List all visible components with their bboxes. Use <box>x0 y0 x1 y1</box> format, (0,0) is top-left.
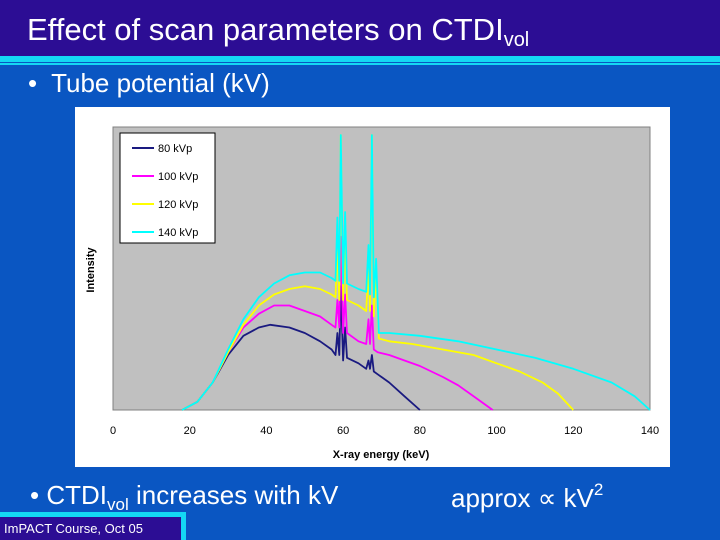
bullet-ctdi-increases: • CTDIvol increases with kV <box>30 480 338 515</box>
footer-accent-top <box>0 512 186 517</box>
slide-title: Effect of scan parameters on CTDIvol <box>27 12 529 52</box>
bullet-tube-potential-text: Tube potential (kV) <box>51 68 270 98</box>
legend-label-3: 140 kVp <box>158 227 198 239</box>
bullet-tube-potential: • Tube potential (kV) <box>28 68 270 99</box>
footer-accent-side <box>181 517 186 540</box>
bullet-ctdi-suffix: increases with kV <box>135 480 339 510</box>
series-line-3 <box>181 134 651 411</box>
title-rule-bottom <box>0 63 720 65</box>
legend-box <box>119 132 216 244</box>
bullet-ctdi-prefix: CTDI <box>46 480 108 510</box>
y-axis-title: Intensity <box>85 247 97 293</box>
series-line-2 <box>181 134 574 411</box>
x-tick-label-0: 0 <box>110 425 116 437</box>
x-tick-labels: 0 20 40 60 80 100 120 140 <box>110 425 659 437</box>
slide-title-subscript: vol <box>503 29 530 51</box>
legend-label-1: 100 kVp <box>158 171 198 183</box>
legend: 80 kVp 100 kVp 120 kVp 140 kVp <box>132 143 198 239</box>
series-group <box>181 134 651 411</box>
formula-exponent: 2 <box>593 480 604 499</box>
x-tick-label-3: 60 <box>337 425 349 437</box>
x-tick-label-2: 40 <box>260 425 272 437</box>
x-tick-label-4: 80 <box>414 425 426 437</box>
x-tick-label-6: 120 <box>564 425 582 437</box>
bullet-glyph: • <box>30 480 40 510</box>
spectrum-chart: 0 20 40 60 80 100 120 140 X-ray energy (keV) In… <box>85 126 659 461</box>
bullet-ctdi-subscript: vol <box>107 495 129 514</box>
bullet-glyph: • <box>28 68 38 98</box>
proportionality-formula: approx ∝ kV2 <box>451 480 603 514</box>
footer-text: ImPACT Course, Oct 05 <box>4 521 143 536</box>
x-axis-title: X-ray energy (keV) <box>333 449 430 461</box>
x-tick-label-7: 140 <box>641 425 659 437</box>
legend-label-2: 120 kVp <box>158 199 198 211</box>
x-tick-label-5: 100 <box>487 425 505 437</box>
slide-title-main: Effect of scan parameters on CTDI <box>27 12 504 47</box>
formula-text: approx ∝ kV <box>451 483 594 513</box>
title-bar: Effect of scan parameters on CTDIvol <box>0 0 720 56</box>
x-tick-label-1: 20 <box>184 425 196 437</box>
chart-panel: 0 20 40 60 80 100 120 140 X-ray energy (keV) In… <box>75 107 670 467</box>
title-rule-top <box>0 56 720 62</box>
footer: ImPACT Course, Oct 05 <box>0 517 181 540</box>
series-line-1 <box>181 235 494 411</box>
legend-label-0: 80 kVp <box>158 143 192 155</box>
